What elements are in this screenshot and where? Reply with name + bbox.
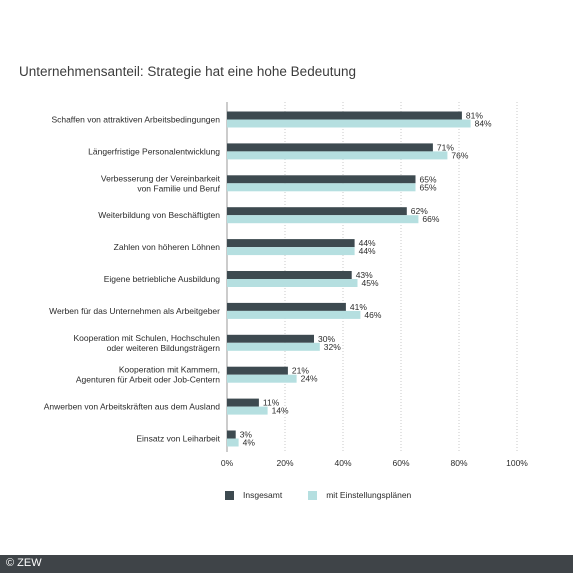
category-label: Längerfristige Personalentwicklung: [88, 146, 220, 156]
value-label: 66%: [422, 214, 439, 224]
value-label: 76%: [451, 150, 468, 160]
category-label: Agenturen für Arbeit oder Job-Centern: [76, 375, 220, 385]
value-label: 24%: [301, 374, 318, 384]
bar: [227, 342, 320, 351]
x-axis-ticks: 0% 20% 40% 60% 80% 100%: [221, 458, 528, 468]
x-tick-label: 0%: [221, 458, 234, 468]
x-tick-label: 80%: [450, 458, 467, 468]
x-tick-label: 40%: [334, 458, 351, 468]
chart-title: Unternehmensanteil: Strategie hat eine h…: [19, 64, 356, 79]
bar: [227, 366, 288, 375]
category-label: Schaffen von attraktiven Arbeitsbedingun…: [51, 115, 220, 125]
value-label: 30%: [318, 334, 335, 344]
bar: [227, 247, 355, 256]
bar: [227, 438, 239, 447]
value-label: 62%: [411, 206, 428, 216]
value-label: 43%: [356, 270, 373, 280]
x-tick-label: 20%: [276, 458, 293, 468]
value-label: 11%: [263, 398, 280, 408]
bar: [227, 215, 419, 224]
legend-label-insgesamt: Insgesamt: [243, 490, 283, 500]
legend-label-einstellung: mit Einstellungsplänen: [326, 490, 412, 500]
category-label: Kooperation mit Schulen, Hochschulen: [74, 333, 221, 343]
value-label: 21%: [292, 366, 309, 376]
bar: [227, 406, 268, 415]
bar: [227, 143, 433, 152]
category-label: Kooperation mit Kammern,: [119, 365, 220, 375]
category-label: Werben für das Unternehmen als Arbeitgeb…: [49, 306, 220, 316]
footer-bar: © ZEW: [0, 555, 573, 573]
bars: 81%84%71%76%65%65%62%66%44%44%43%45%41%4…: [227, 111, 492, 448]
bar: [227, 279, 358, 287]
legend-item-insgesamt: Insgesamt: [225, 490, 282, 500]
category-label: Zahlen von höheren Löhnen: [114, 242, 221, 252]
legend-item-einstellung: mit Einstellungsplänen: [308, 490, 411, 500]
value-label: 46%: [364, 310, 381, 320]
bar: [227, 334, 314, 343]
category-labels: Schaffen von attraktiven Arbeitsbedingun…: [44, 115, 221, 444]
bar: [227, 183, 416, 192]
value-label: 14%: [272, 406, 289, 416]
value-label: 44%: [359, 238, 376, 248]
category-label: Verbesserung der Vereinbarkeit: [101, 173, 221, 183]
category-label: Anwerben von Arbeitskräften aus dem Ausl…: [44, 402, 221, 412]
bar: [227, 119, 471, 128]
bar: [227, 175, 416, 184]
x-tick-label: 60%: [392, 458, 409, 468]
legend-swatch-insgesamt: [225, 490, 234, 500]
bar: [227, 271, 352, 279]
bar: [227, 374, 297, 383]
bar: [227, 151, 448, 160]
bar: [227, 430, 236, 439]
category-label: von Familie und Beruf: [137, 183, 220, 193]
value-label: 65%: [420, 174, 437, 184]
value-label: 84%: [475, 119, 492, 129]
x-tick-label: 100%: [506, 458, 528, 468]
bar: [227, 398, 259, 407]
category-label: Weiterbildung von Beschäftigten: [98, 210, 220, 220]
copyright-text: © ZEW: [6, 557, 42, 569]
bar: [227, 239, 355, 248]
category-label: oder weiteren Bildungsträgern: [107, 343, 221, 353]
value-label: 41%: [350, 302, 367, 312]
category-label: Einsatz von Leiharbeit: [136, 434, 220, 444]
category-label: Eigene betriebliche Ausbildung: [104, 274, 221, 284]
bar: [227, 310, 361, 319]
value-label: 71%: [437, 142, 454, 152]
value-label: 81%: [466, 111, 483, 121]
value-label: 44%: [359, 246, 376, 256]
value-label: 65%: [420, 182, 437, 192]
bar: [227, 111, 462, 120]
value-label: 3%: [240, 430, 253, 440]
legend-swatch-einstellung: [308, 490, 318, 500]
value-label: 45%: [362, 278, 379, 288]
bar: [227, 302, 346, 311]
legend: Insgesamt mit Einstellungsplänen: [225, 490, 437, 500]
bar: [227, 207, 407, 216]
value-label: 32%: [324, 342, 341, 352]
value-label: 4%: [243, 438, 256, 448]
